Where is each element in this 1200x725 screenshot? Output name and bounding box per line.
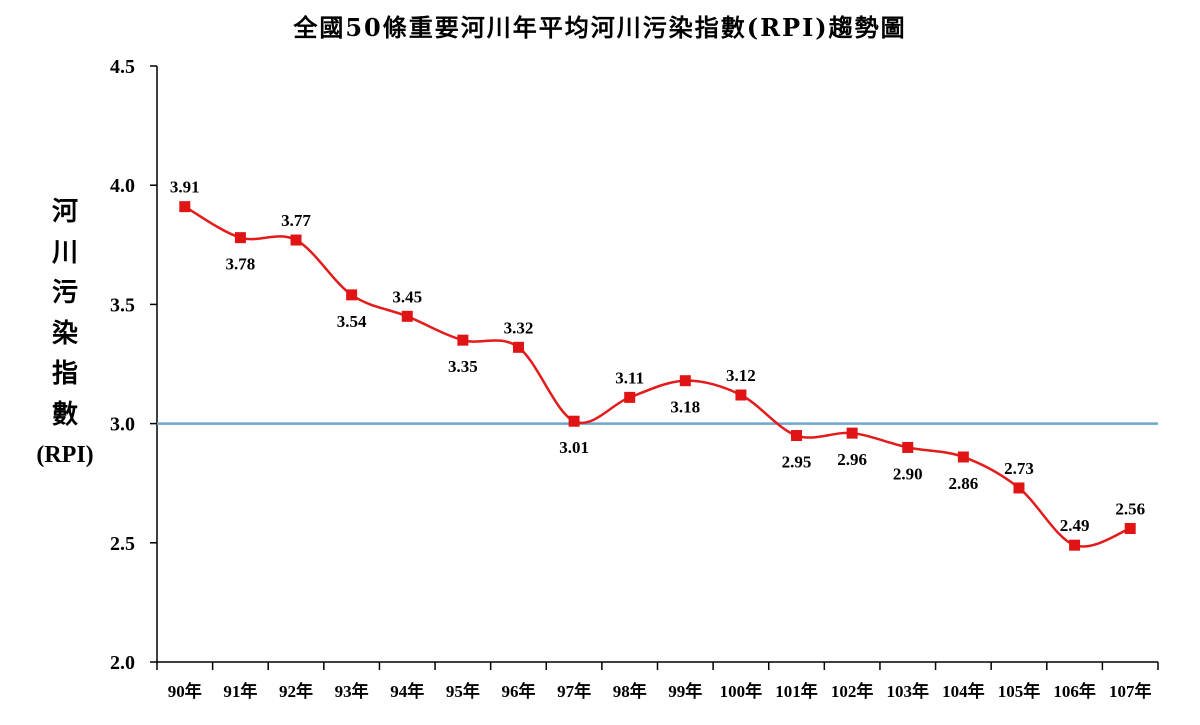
y-axis-label-char: 指 — [51, 359, 78, 389]
data-point-marker — [457, 334, 469, 346]
data-point-marker — [401, 310, 413, 322]
data-label: 3.45 — [392, 287, 422, 306]
data-label: 3.12 — [726, 366, 756, 385]
data-point-marker — [679, 375, 691, 387]
y-axis-label-char: 污 — [51, 278, 78, 308]
data-label: 3.11 — [615, 368, 644, 387]
y-axis-label: 河 川 污 染 指 數 (RPI) — [30, 192, 100, 476]
data-label: 3.18 — [670, 398, 700, 417]
data-point-marker — [512, 341, 524, 353]
data-label: 3.54 — [337, 312, 367, 331]
data-point-marker — [624, 391, 636, 403]
data-label: 3.35 — [448, 357, 478, 376]
x-tick-label: 95年 — [446, 681, 480, 701]
data-label: 2.86 — [948, 474, 978, 493]
data-point-marker — [290, 234, 302, 246]
y-tick-label: 2.5 — [110, 533, 135, 555]
data-point-marker — [1124, 522, 1136, 534]
data-point-marker — [791, 430, 803, 442]
y-tick-label: 3.0 — [110, 414, 135, 436]
x-tick-label: 92年 — [279, 681, 313, 701]
y-axis-label-char: 染 — [51, 318, 78, 349]
x-tick-label: 100年 — [720, 681, 763, 701]
data-point-marker — [846, 427, 858, 439]
y-axis-label-char: 河 — [51, 197, 78, 227]
x-tick-label: 96年 — [501, 681, 535, 701]
data-label: 2.56 — [1115, 499, 1145, 518]
data-label: 3.32 — [504, 318, 534, 337]
y-axis-label-char: 川 — [51, 237, 78, 268]
x-tick-label: 103年 — [887, 681, 930, 701]
x-tick-label: 102年 — [831, 681, 874, 701]
x-tick-label: 106年 — [1053, 681, 1096, 701]
y-tick-label: 3.5 — [110, 294, 135, 316]
x-tick-label: 101年 — [775, 681, 818, 701]
series-line — [184, 205, 1131, 548]
data-point-marker — [346, 289, 358, 301]
data-point-marker — [234, 232, 246, 244]
data-label: 2.73 — [1004, 459, 1034, 478]
y-axis-label-char: 數 — [51, 399, 78, 430]
data-point-marker — [902, 441, 914, 453]
data-label: 3.78 — [226, 255, 256, 274]
x-tick-label: 99年 — [668, 681, 702, 701]
chart-title: 全國50條重要河川年平均河川污染指數(RPI)趨勢圖 — [293, 13, 907, 42]
data-point-marker — [1013, 482, 1025, 494]
x-tick-label: 105年 — [998, 681, 1041, 701]
data-point-marker — [957, 451, 969, 463]
data-point-marker — [1069, 539, 1081, 551]
x-tick-label: 98年 — [613, 681, 647, 701]
data-point-marker — [568, 415, 580, 427]
x-tick-label: 97年 — [557, 681, 591, 701]
data-label: 2.90 — [893, 464, 923, 483]
data-label: 2.49 — [1060, 516, 1090, 535]
x-tick-label: 90年 — [168, 681, 202, 701]
x-tick-label: 93年 — [335, 681, 369, 701]
y-tick-label: 4.0 — [110, 175, 135, 197]
data-label: 2.96 — [837, 450, 867, 469]
data-label: 3.01 — [559, 438, 589, 457]
data-label: 3.77 — [281, 211, 311, 230]
x-tick-label: 107年 — [1109, 681, 1152, 701]
y-tick-label: 4.5 — [110, 56, 135, 78]
x-tick-label: 91年 — [223, 681, 257, 701]
y-tick-label: 2.0 — [110, 652, 135, 674]
x-tick-label: 94年 — [390, 681, 424, 701]
x-tick-label: 104年 — [942, 681, 985, 701]
data-label: 3.91 — [170, 178, 200, 197]
y-axis-label-unit: (RPI) — [36, 442, 94, 468]
data-point-marker — [735, 389, 747, 401]
data-point-marker — [179, 201, 191, 213]
data-label: 2.95 — [782, 453, 812, 472]
